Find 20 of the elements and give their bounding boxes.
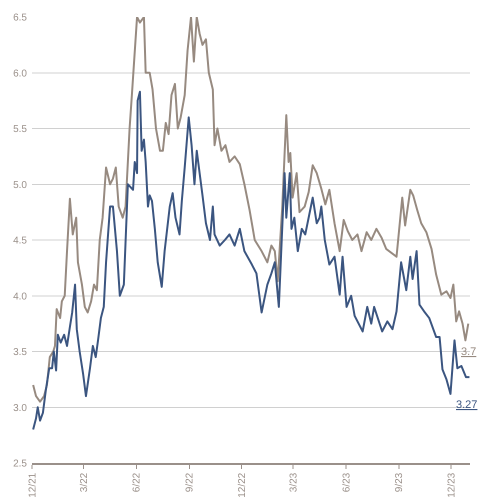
y-tick-label: 4.5 [13, 236, 28, 246]
y-tick-label: 6.0 [13, 68, 28, 80]
x-tick-label: 12/23 [446, 472, 458, 498]
x-tick-label: 9/22 [184, 472, 196, 492]
x-tick-label: 3/23 [288, 472, 300, 492]
y-tick-label: 4.0 [13, 291, 28, 302]
y-tick-label: 3.5 [13, 347, 28, 358]
y-tick-label: 5.0 [13, 180, 28, 191]
x-tick-label: 12/22 [236, 472, 248, 498]
y-tick-label: 6.5 [13, 12, 28, 24]
x-tick-label: 6/23 [341, 472, 352, 492]
x-tick-label: 6/22 [132, 472, 143, 492]
annotation: 3.27 [456, 399, 478, 411]
y-tick-label: 2.5 [13, 458, 28, 470]
annotation: 3.7 [461, 346, 476, 358]
x-tick-label: 9/23 [394, 472, 406, 492]
y-tick-label: 3.0 [13, 402, 28, 414]
y-tick-label: 5.5 [13, 124, 28, 135]
x-tick-label: 3/22 [78, 472, 90, 492]
x-tick-label: 12/21 [27, 472, 38, 498]
